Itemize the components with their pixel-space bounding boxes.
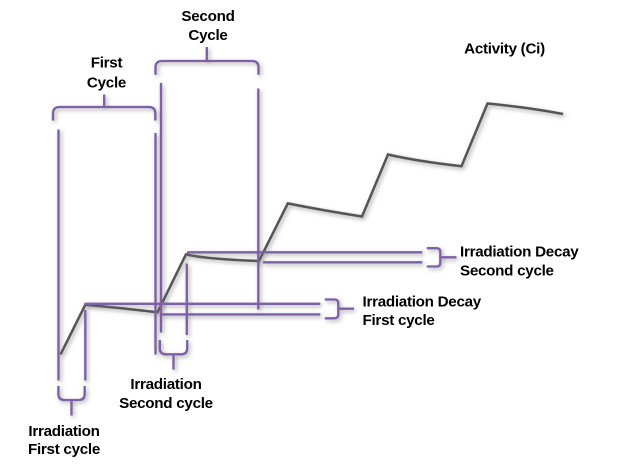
svg-text:Cycle: Cycle [87, 75, 126, 92]
svg-text:Irradiation Decay: Irradiation Decay [460, 243, 579, 260]
svg-text:Activity (Ci): Activity (Ci) [464, 41, 545, 58]
svg-text:First: First [91, 55, 123, 72]
svg-text:Irradiation: Irradiation [130, 376, 201, 393]
svg-text:Irradiation Decay: Irradiation Decay [363, 293, 482, 310]
svg-text:First cycle: First cycle [363, 312, 435, 329]
svg-text:Second cycle: Second cycle [460, 262, 554, 279]
svg-text:Cycle: Cycle [188, 27, 227, 44]
svg-text:Second: Second [181, 8, 234, 25]
svg-text:Second cycle: Second cycle [119, 395, 213, 412]
svg-text:First cycle: First cycle [28, 441, 100, 458]
svg-text:Irradiation: Irradiation [28, 423, 99, 440]
